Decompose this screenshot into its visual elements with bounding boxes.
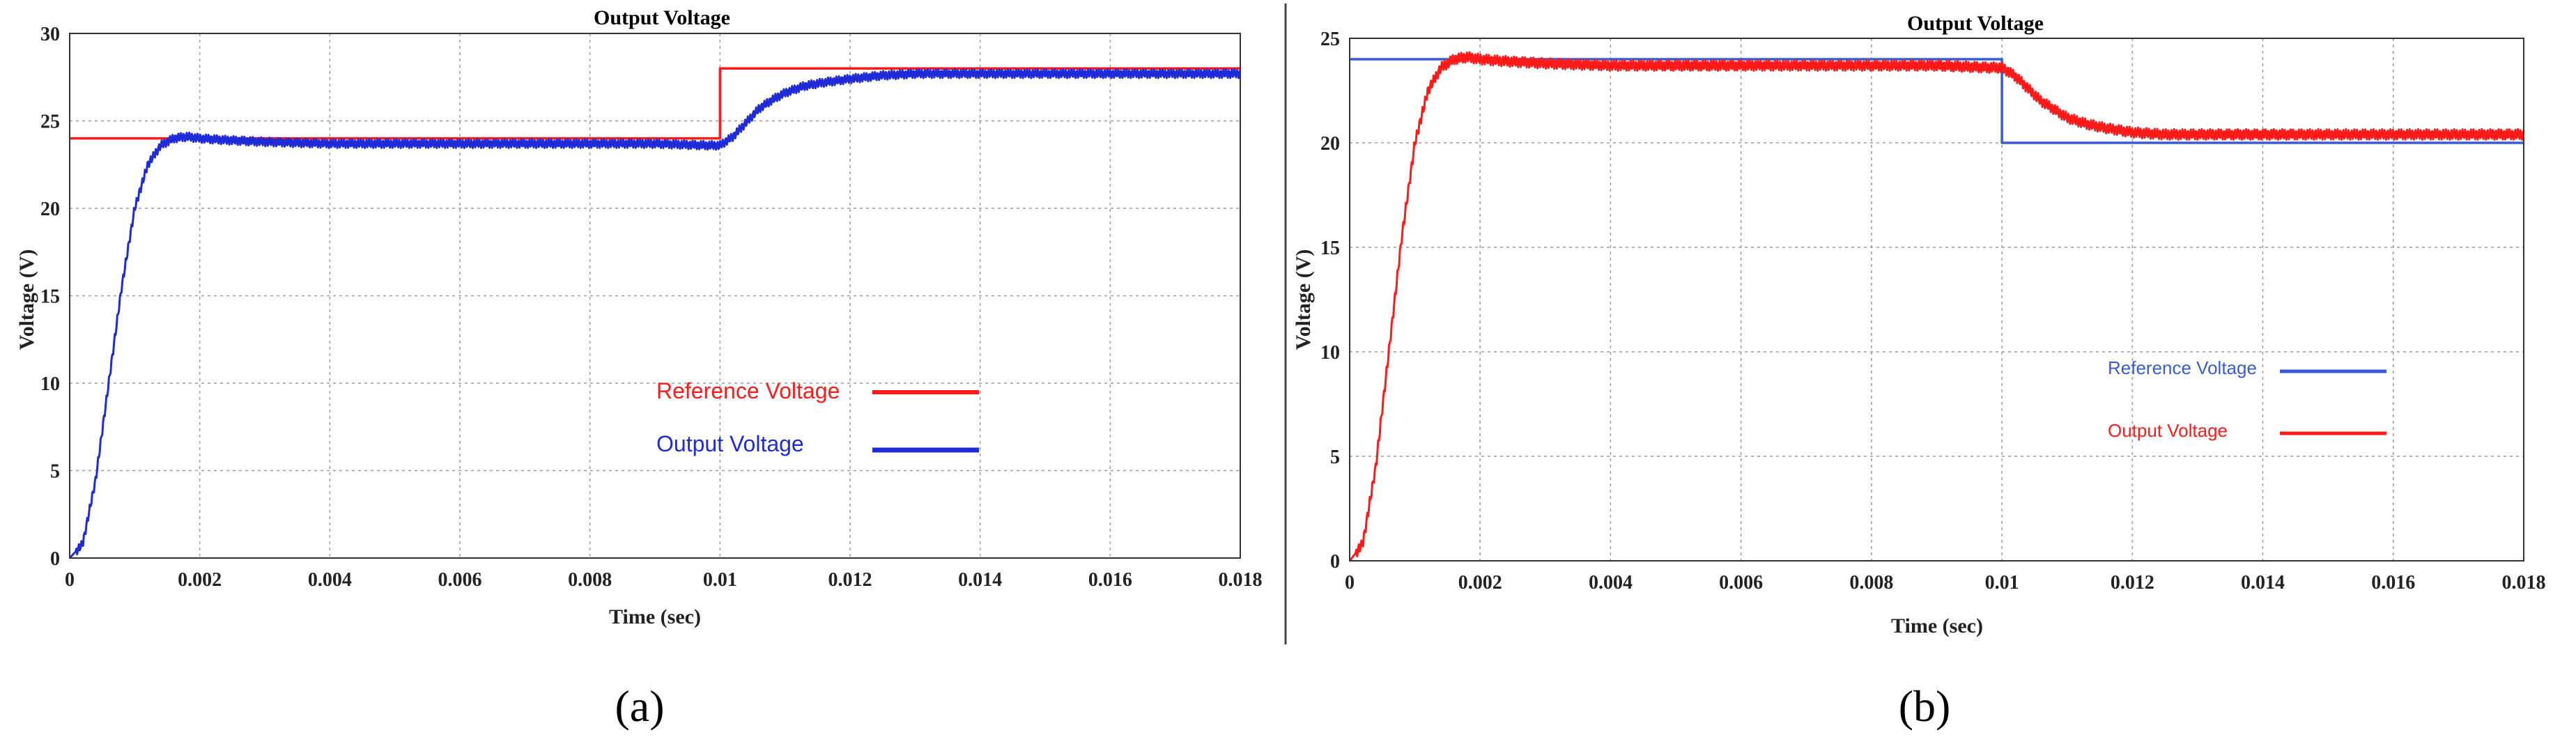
chart-a-x-tick-label: 0.006 (438, 569, 482, 591)
chart-b-y-tick-label: 5 (1330, 447, 1340, 468)
chart-b-legend-label-reference: Reference Voltage (2108, 357, 2257, 378)
chart-b-series (1348, 51, 2525, 562)
chart-b-y-tick-label: 0 (1330, 551, 1340, 573)
chart-b-y-ticks: 0 5 10 15 20 25 (1320, 29, 1340, 573)
chart-b-plot-frame (1349, 38, 2524, 562)
chart-a-x-tick-label: 0.012 (828, 569, 872, 591)
chart-a-y-tick-label: 15 (40, 286, 60, 308)
chart-b-y-tick-label: 25 (1320, 29, 1340, 50)
chart-b-legend-label-output: Output Voltage (2108, 420, 2228, 441)
chart-a-y-tick-label: 30 (40, 24, 60, 45)
chart-b-x-tick-label: 0.004 (1589, 572, 1633, 594)
chart-b-x-tick-label: 0 (1345, 572, 1355, 594)
chart-a-x-tick-label: 0.018 (1219, 569, 1263, 591)
chart-a-x-ticks: 0 0.002 0.004 0.006 0.008 0.01 0.012 0.014 0.016… (65, 569, 1263, 591)
chart-b-series-reference-line (1350, 58, 2524, 144)
chart-b-y-tick-label: 15 (1320, 238, 1340, 259)
chart-b-legend: Reference Voltage Output Voltage (2108, 357, 2386, 441)
chart-a-x-tick-label: 0.014 (958, 569, 1002, 591)
chart-b: Output Voltage 0 5 10 15 20 25 0 0.002 0.004 0.0… (1292, 12, 2546, 731)
chart-a-y-ticks: 0 5 10 15 20 25 30 (40, 24, 60, 570)
chart-a-x-tick-label: 0.004 (308, 569, 352, 591)
chart-a-y-label: Voltage (V) (15, 249, 38, 350)
chart-a-y-tick-label: 0 (50, 548, 60, 570)
chart-b-panel-label: (b) (1899, 681, 1951, 731)
chart-a-legend: Reference Voltage Output Voltage (656, 378, 979, 456)
chart-a-title: Output Voltage (594, 6, 730, 29)
chart-b-title: Output Voltage (1907, 12, 2044, 35)
chart-a-y-tick-label: 25 (40, 111, 60, 133)
chart-a-grid (70, 33, 1240, 558)
chart-a-x-tick-label: 0.01 (703, 569, 737, 591)
chart-b-x-ticks: 0 0.002 0.004 0.006 0.008 0.01 0.012 0.014 0.016… (1345, 572, 2546, 594)
chart-a-x-tick-label: 0.002 (178, 569, 222, 591)
chart-a-x-label: Time (sec) (609, 605, 701, 628)
chart-b-x-tick-label: 0.008 (1849, 572, 1893, 594)
chart-a-y-tick-label: 20 (40, 199, 60, 220)
chart-b-x-tick-label: 0.018 (2502, 572, 2546, 594)
chart-a-panel-label: (a) (615, 681, 664, 731)
chart-a-legend-label-reference: Reference Voltage (656, 378, 840, 403)
chart-b-x-tick-label: 0.012 (2111, 572, 2154, 594)
chart-b-x-tick-label: 0.006 (1719, 572, 1763, 594)
chart-a-x-tick-label: 0.008 (568, 569, 612, 591)
chart-a-series (68, 67, 1242, 559)
chart-b-x-tick-label: 0.014 (2241, 572, 2285, 594)
chart-a-series-reference-line (70, 67, 1240, 140)
chart-a-series-output-line (68, 68, 1242, 559)
chart-a-y-tick-label: 10 (40, 373, 60, 395)
chart-a-y-tick-label: 5 (50, 461, 60, 483)
chart-a-plot-frame (69, 33, 1241, 559)
chart-b-series-output-line (1348, 51, 2525, 562)
chart-b-x-tick-label: 0.016 (2371, 572, 2415, 594)
chart-a-x-tick-label: 0 (65, 569, 75, 591)
chart-b-y-label: Voltage (V) (1292, 249, 1315, 350)
chart-b-grid (1350, 38, 2524, 561)
chart-b-x-tick-label: 0.01 (1985, 572, 2019, 594)
chart-b-x-tick-label: 0.002 (1458, 572, 1502, 594)
chart-b-y-tick-label: 20 (1320, 133, 1340, 155)
chart-b-x-label: Time (sec) (1891, 614, 1983, 637)
chart-b-y-tick-label: 10 (1320, 342, 1340, 364)
chart-a-x-tick-label: 0.016 (1088, 569, 1132, 591)
chart-a-legend-label-output: Output Voltage (656, 431, 804, 456)
